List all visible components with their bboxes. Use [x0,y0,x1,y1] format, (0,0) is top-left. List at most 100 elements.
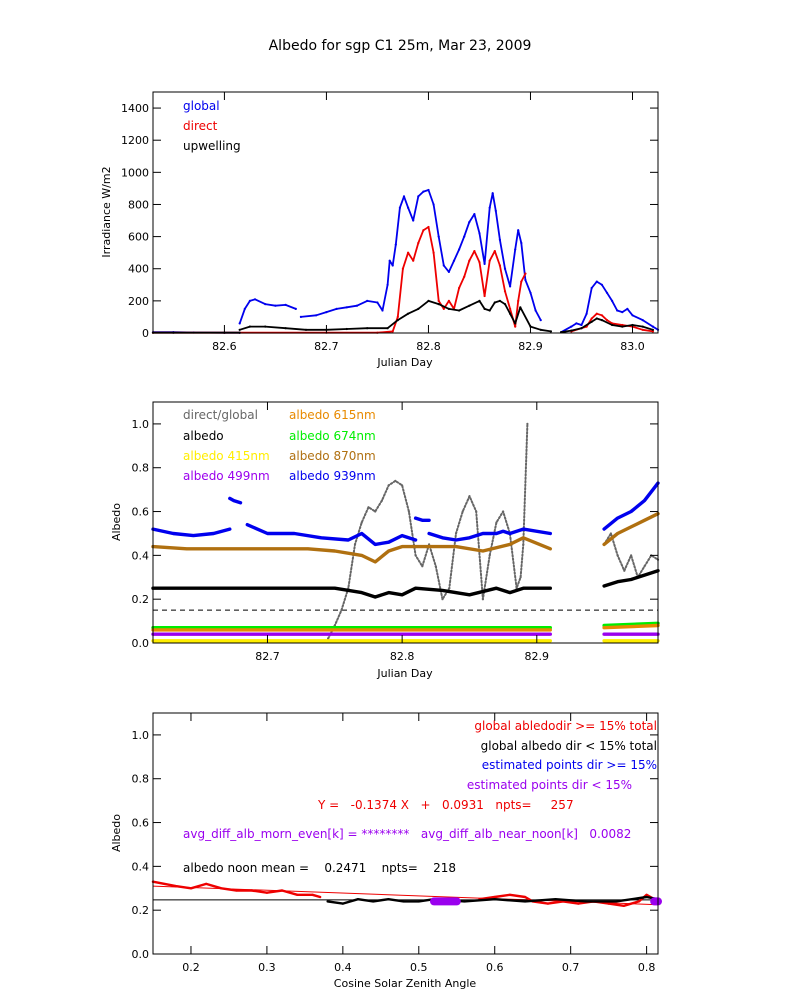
direct-point [651,330,655,333]
albedo-point [643,574,646,577]
irradiance-x-axis-label: Julian Day [376,356,433,369]
global-point [463,235,466,238]
albedo-point [603,584,606,588]
albedo-939nm-point [495,532,498,535]
upwelling-point [611,323,614,327]
direct-global-point [414,554,417,557]
y-tick-label: 0.2 [132,904,150,917]
direct-global-point [421,565,424,568]
global-abledodir-15-total-point [189,887,193,890]
global-albedo-dir-15-total-point [645,895,648,899]
upwelling-point [519,306,522,309]
noon-mean-text: albedo noon mean = 0.2471 npts= 218 [183,861,456,875]
albedo-939nm-point [228,528,231,531]
albedo-time-axes: 82.7 82.8 82.9 0.0 0.2 0.4 0.6 0.8 1.0 [132,402,658,663]
direct-global-point [401,484,404,487]
albedo-939nm-point [502,530,505,533]
albedo-point [266,587,269,590]
series-albedo-870nm [151,512,660,564]
albedo-939nm-point [414,517,417,520]
global-point [478,232,481,235]
global-albedo-dir-15-total-point [463,900,466,903]
legend-direct: direct [183,119,218,133]
albedo-point [306,587,309,590]
albedo-time-y-axis-label: Albedo [110,503,123,541]
global-point [494,209,497,212]
direct-global-point [374,510,377,513]
albedo-870nm-point [185,547,188,550]
albedo-939nm-point [172,532,175,535]
global-point [595,280,598,283]
direct-global-point [380,499,383,502]
global-point [412,219,415,222]
global-point [264,303,267,306]
global-point [294,307,297,310]
global-abledodir-15-total-point [622,904,625,907]
albedo-499nm-point [266,633,269,636]
x-tick-label: 82.9 [518,340,543,353]
global-point [407,206,410,209]
albedo-870nm-point [616,532,619,535]
global-point [447,270,450,273]
albedo-870nm-point [333,549,336,553]
albedo-499nm-point [549,633,552,636]
global-albedo-dir-15-total-point [402,900,405,903]
global-point [394,243,397,246]
global-point [585,312,588,315]
direct-point [407,251,410,254]
y-tick-label: 200 [128,295,149,308]
global-abledodir-15-total-point [220,887,223,890]
estimated-points-dir-15--point [653,900,656,903]
series-albedo [151,569,660,599]
x-tick-label: 0.3 [258,961,276,974]
global-point [427,188,430,192]
global-albedo-dir-15-total-point [615,900,618,903]
direct-global-point [441,598,444,601]
global-point [473,213,476,216]
global-point [284,303,287,306]
upwelling-point [396,319,399,322]
direct-global-point [475,510,478,513]
legend-albedo-499: albedo 499nm [183,469,270,483]
albedo-615nm-point [549,628,552,632]
direct-global-segment-0 [327,422,529,640]
x-tick-label: 0.2 [182,961,200,974]
direct-point [498,264,501,267]
estimated-points-dir-15--point [436,900,439,903]
y-tick-label: 0.2 [132,593,150,606]
direct-point [432,251,435,254]
legend-albedo-870: albedo 870nm [289,449,376,463]
upwelling-point [493,301,496,304]
albedo-csza-y-axis-label: Albedo [110,814,123,852]
direct-point [621,323,624,327]
global-point [274,304,277,307]
direct-global-point [609,532,613,535]
direct-point [401,267,404,270]
upwelling-point [580,327,583,330]
direct-point [412,259,415,262]
upwelling-point [641,325,644,328]
global-point [402,195,406,198]
albedo-615nm-point [266,628,269,632]
upwelling-point [447,307,450,310]
legend-albedo-939: albedo 939nm [289,469,376,483]
albedo-time-panel: 82.7 82.8 82.9 0.0 0.2 0.4 0.6 0.8 1.0 direct/gl… [110,401,660,680]
global-point [534,309,537,312]
global-abledodir-15-total-point [174,885,177,888]
global-segment-2 [299,189,542,322]
direct-global-point [454,532,458,535]
global-point [488,206,491,209]
direct-global-point [623,569,626,572]
upwelling-point [509,312,512,315]
irradiance-panel: 82.6 82.7 82.8 82.9 83.0 0 200 400 600 800 1000 120… [100,91,660,369]
global-albedo-dir-15-total-point [341,902,344,905]
direct-point [503,290,507,293]
global-point [514,248,517,251]
global-point [611,299,614,302]
upwelling-point [304,328,308,331]
albedo-segment-1 [602,569,660,588]
albedo-csza-axes: 0.2 0.3 0.4 0.5 0.6 0.7 0.8 0.0 0.2 0.4 0.6 0.8 1.0 [132,713,658,974]
series-upwelling [151,299,655,334]
albedo-870nm-point [428,545,431,548]
upwelling-point [483,307,486,310]
